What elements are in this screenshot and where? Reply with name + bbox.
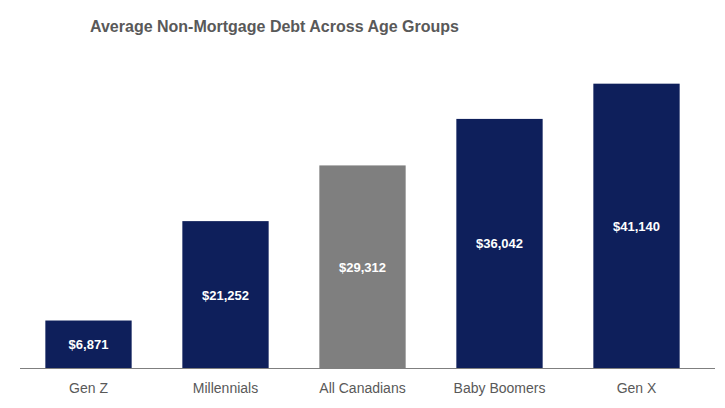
data-label: $6,871 bbox=[69, 337, 109, 352]
category-label: All Canadians bbox=[319, 380, 405, 396]
data-labels: $6,871 $21,252 $29,312 $36,042 $41,140 bbox=[69, 219, 660, 352]
category-label: Gen Z bbox=[69, 380, 108, 396]
chart-title: Average Non-Mortgage Debt Across Age Gro… bbox=[90, 18, 459, 35]
x-axis-line bbox=[20, 368, 715, 369]
bar bbox=[45, 321, 131, 368]
chart-svg: Average Non-Mortgage Debt Across Age Gro… bbox=[0, 0, 725, 408]
bar bbox=[182, 221, 268, 368]
bar bbox=[593, 84, 679, 368]
category-label: Millennials bbox=[193, 380, 258, 396]
category-label: Gen X bbox=[617, 380, 657, 396]
data-label: $36,042 bbox=[476, 236, 523, 251]
data-label: $41,140 bbox=[613, 219, 660, 234]
category-label: Baby Boomers bbox=[454, 380, 546, 396]
chart-container: Average Non-Mortgage Debt Across Age Gro… bbox=[0, 0, 725, 408]
data-label: $21,252 bbox=[202, 288, 249, 303]
bar bbox=[456, 119, 542, 368]
x-axis-labels: Gen Z Millennials All Canadians Baby Boomer… bbox=[69, 380, 657, 396]
bars bbox=[45, 84, 679, 368]
data-label: $29,312 bbox=[339, 260, 386, 275]
bar bbox=[319, 165, 405, 368]
